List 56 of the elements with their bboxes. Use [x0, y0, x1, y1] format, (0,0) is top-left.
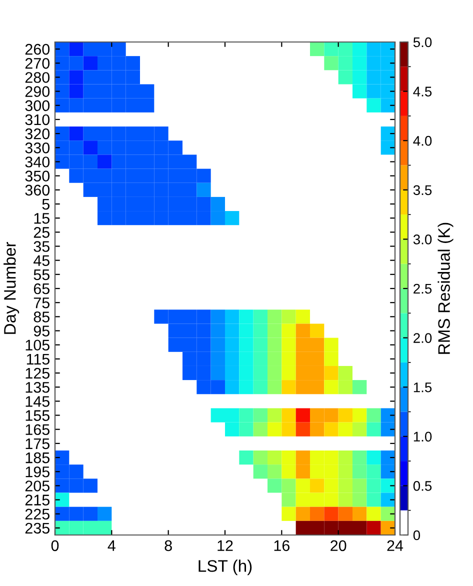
- color-bar-label: 4.5: [413, 86, 432, 96]
- y-tick-label: 55: [34, 269, 50, 280]
- y-tick-label: 300: [25, 100, 50, 112]
- y-tick-label: 75: [34, 298, 50, 308]
- y-axis-title: Day Number: [4, 242, 20, 334]
- y-tick-label: 85: [34, 312, 50, 322]
- y-tick-label: 105: [26, 340, 50, 351]
- x-axis-title: LST (h): [198, 560, 252, 576]
- y-tick-label: 205: [25, 480, 50, 492]
- y-tick-label: 310: [25, 114, 50, 126]
- color-bar-label: 2.0: [414, 333, 432, 343]
- color-bar-label: 1.5: [414, 382, 432, 392]
- x-tick-label: 16: [274, 540, 290, 552]
- y-tick-label: 165: [26, 424, 50, 436]
- y-tick-label: 270: [25, 58, 50, 69]
- y-tick-label: 95: [34, 326, 50, 336]
- y-tick-label: 115: [26, 354, 50, 365]
- y-tick-label: 45: [34, 255, 50, 266]
- x-tick-label: 0: [51, 540, 59, 552]
- y-tick-label: 320: [25, 128, 50, 140]
- x-tick-label: 20: [330, 540, 346, 552]
- y-tick-label: 155: [26, 410, 50, 421]
- y-tick-label: 5: [42, 199, 50, 210]
- y-tick-label: 25: [34, 227, 50, 238]
- y-tick-label: 135: [26, 382, 50, 393]
- y-tick-label: 145: [26, 396, 50, 407]
- y-tick-label: 215: [25, 494, 50, 506]
- color-bar-label: 4.0: [413, 136, 432, 146]
- x-tick-label: 12: [218, 540, 233, 551]
- y-tick-label: 15: [34, 213, 50, 224]
- y-tick-label: 290: [25, 86, 50, 97]
- y-tick-label: 175: [26, 438, 50, 450]
- y-tick-label: 125: [26, 368, 50, 379]
- color-bar-title: RMS Residual (K): [438, 222, 454, 354]
- y-tick-label: 260: [25, 44, 50, 55]
- y-tick-label: 185: [26, 452, 50, 464]
- color-bar-label: 3.0: [413, 234, 432, 244]
- y-tick-label: 340: [25, 156, 50, 168]
- y-tick-label: 280: [25, 72, 50, 83]
- y-tick-label: 360: [25, 184, 50, 196]
- y-tick-label: 235: [25, 522, 50, 534]
- color-bar-label: 0.5: [413, 481, 432, 491]
- color-bar-label: 5.0: [413, 37, 432, 48]
- x-tick-label: 4: [108, 540, 116, 551]
- y-tick-label: 65: [34, 283, 50, 294]
- color-bar-label: 1.0: [414, 432, 432, 442]
- color-bar-label: 3.5: [413, 185, 432, 196]
- x-tick-label: 8: [164, 540, 172, 552]
- color-bar-label: 0: [413, 530, 420, 540]
- y-tick-label: 225: [25, 508, 50, 520]
- color-bar-label: 2.5: [414, 284, 432, 294]
- x-tick-label: 24: [387, 540, 404, 551]
- y-tick-label: 350: [25, 170, 50, 182]
- y-tick-label: 35: [34, 241, 50, 252]
- y-tick-label: 330: [25, 142, 50, 154]
- y-tick-label: 195: [26, 466, 50, 478]
